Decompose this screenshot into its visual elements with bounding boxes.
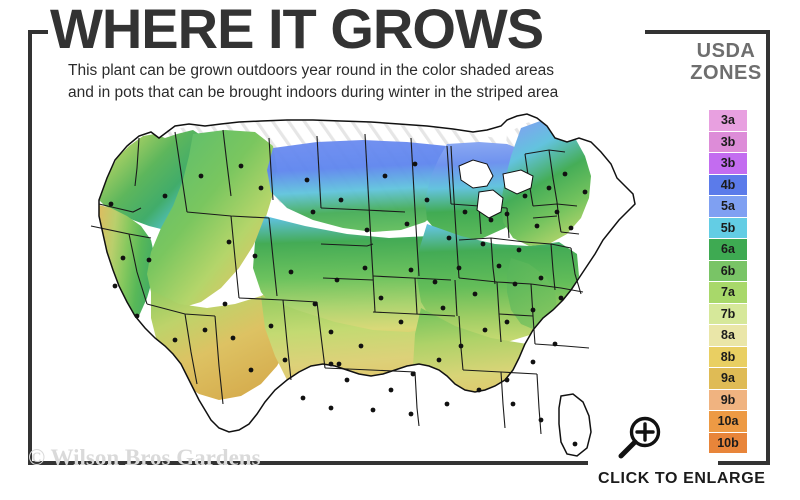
legend-swatch-label: 8a: [721, 328, 735, 343]
watermark-copyright: © Wilson Bros Gardens: [28, 445, 261, 470]
legend-swatch-label: 6a: [721, 242, 735, 257]
legend-swatch-4b: 4b: [709, 174, 747, 196]
subtitle-text: This plant can be grown outdoors year ro…: [68, 60, 668, 104]
legend-heading-line-1: USDA: [696, 40, 756, 62]
legend-swatch-8b: 8b: [709, 346, 747, 368]
legend-swatch-7b: 7b: [709, 303, 747, 325]
page-title: WHERE IT GROWS: [50, 0, 544, 60]
legend-swatch-label: 5b: [720, 220, 736, 235]
legend-swatch-label: 10a: [717, 414, 739, 429]
city-dots: [108, 161, 588, 447]
legend-swatch-7a: 7a: [709, 282, 747, 304]
frame-bottom-right: [718, 461, 770, 465]
legend-swatch-8a: 8a: [709, 325, 747, 347]
legend-swatch-label: 10b: [717, 435, 739, 450]
legend-swatch-6b: 6b: [709, 260, 747, 282]
hardiness-zone-map[interactable]: [55, 108, 680, 458]
legend-swatch-3b-2: 3b: [709, 153, 747, 175]
legend-swatch-label: 3b: [720, 134, 736, 149]
legend-swatch-label: 5a: [721, 199, 735, 214]
legend-swatch-3b-1: 3b: [709, 131, 747, 153]
legend-swatch-label: 4b: [720, 177, 736, 192]
subtitle-line-2: and in pots that can be brought indoors …: [68, 84, 559, 101]
legend-swatch-label: 3a: [721, 113, 735, 128]
frame-left-edge: [28, 30, 32, 465]
legend-swatch-label: 7b: [720, 306, 736, 321]
legend-swatch-label: 9a: [721, 371, 735, 386]
click-to-enlarge-label[interactable]: CLICK TO ENLARGE: [598, 470, 766, 487]
legend-swatch-3a: 3a: [709, 110, 747, 132]
legend-swatch-10a: 10a: [709, 411, 747, 433]
frame-top-left: [28, 30, 48, 34]
legend-heading-line-2: ZONES: [690, 62, 762, 84]
legend-swatch-label: 8b: [720, 349, 736, 364]
frame-top-right: [645, 30, 770, 34]
legend-swatch-5a: 5a: [709, 196, 747, 218]
legend-swatch-label: 9b: [720, 392, 736, 407]
legend-swatch-label: 6b: [720, 263, 736, 278]
subtitle-line-1: This plant can be grown outdoors year ro…: [68, 62, 554, 79]
great-lakes: [458, 159, 534, 219]
legend-heading: USDA ZONES: [678, 40, 774, 84]
magnifier-plus-icon[interactable]: [612, 415, 668, 459]
legend-swatch-6a: 6a: [709, 239, 747, 261]
frame-right-edge: [766, 30, 770, 465]
legend-swatch-label: 7a: [721, 285, 735, 300]
legend-swatch-label: 3b: [720, 156, 736, 171]
usda-zone-legend: 3a 3b 3b 4b 5a 5b 6a 6b 7a 7b 8a 8b 9a 9b 10a 10b: [709, 110, 747, 454]
legend-swatch-9b: 9b: [709, 389, 747, 411]
legend-swatch-9a: 9a: [709, 368, 747, 390]
legend-swatch-5b: 5b: [709, 217, 747, 239]
legend-swatch-10b: 10b: [709, 432, 747, 454]
